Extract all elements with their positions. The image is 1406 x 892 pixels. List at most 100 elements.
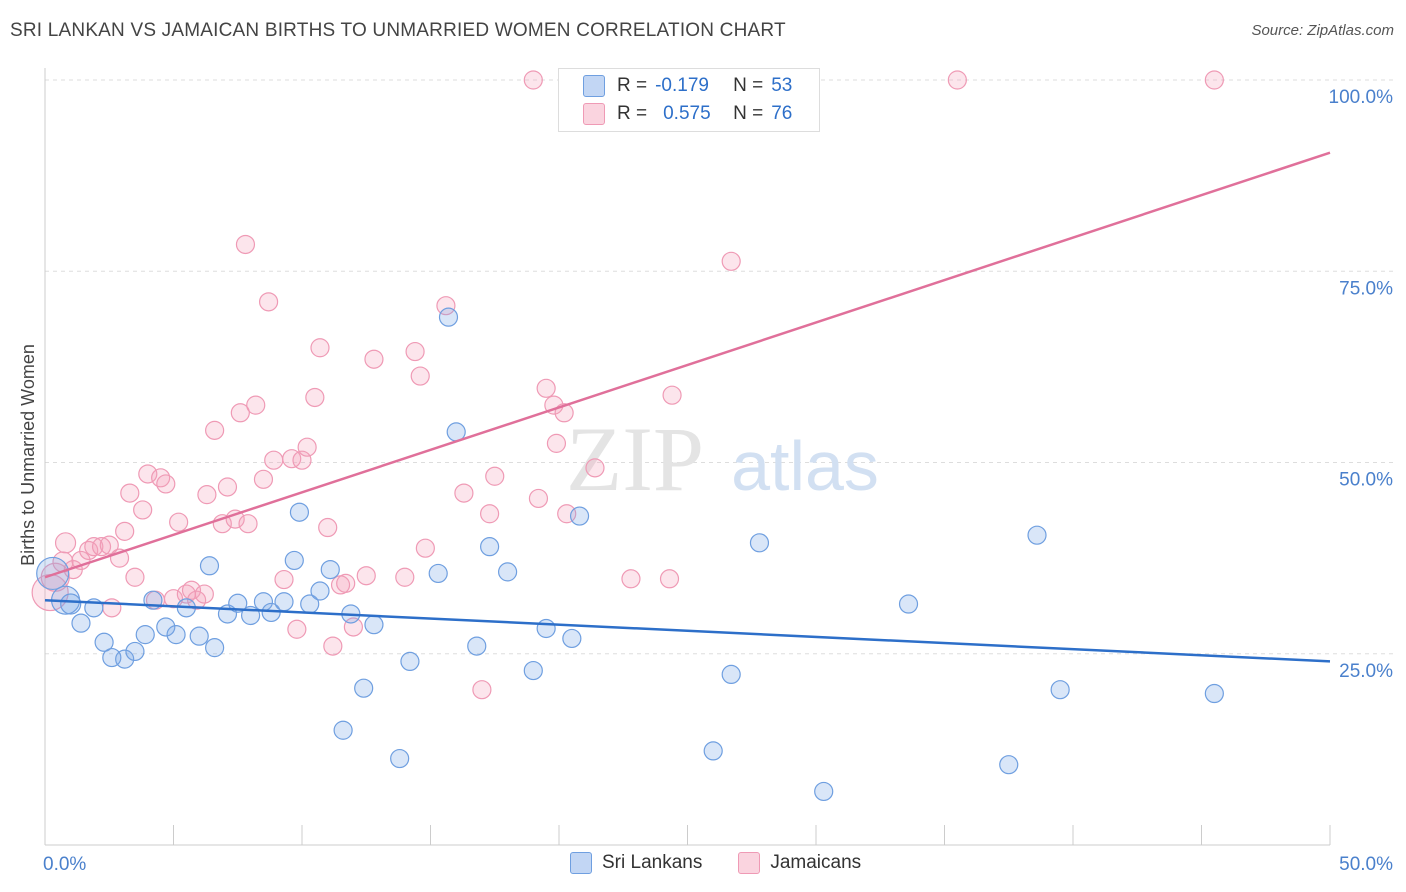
sri-lankan-point-37 xyxy=(467,636,487,656)
sri-lankan-point-43 xyxy=(569,506,590,526)
jamaican-point-21 xyxy=(169,512,189,532)
jamaican-point-55 xyxy=(415,538,435,558)
jamaican-point-19 xyxy=(156,474,176,494)
jamaican-point-6 xyxy=(79,540,99,561)
jamaican-point-69 xyxy=(621,569,641,589)
series-legend: Sri Lankans Jamaicans xyxy=(570,852,861,874)
watermark-atlas: atlas xyxy=(731,427,879,505)
sri-lankan-point-45 xyxy=(721,664,741,685)
jamaican-point-60 xyxy=(485,466,505,486)
sri-lankan-point-42 xyxy=(562,628,582,649)
sri-lankan-point-44 xyxy=(703,741,723,761)
jamaican-point-23 xyxy=(181,580,202,600)
jamaican-point-3 xyxy=(54,532,77,554)
sri-swatch xyxy=(583,75,605,97)
source-label: Source: ZipAtlas.com xyxy=(1251,22,1394,39)
jamaican-point-29 xyxy=(217,477,238,497)
sri-lankan-point-46 xyxy=(749,533,770,553)
legend-jam-swatch xyxy=(738,852,761,874)
legend-item-sri-lankans[interactable]: Sri Lankans xyxy=(570,852,702,874)
sri-lankan-point-16 xyxy=(205,638,225,658)
sri-lankan-point-11 xyxy=(156,617,176,637)
grid-lines xyxy=(45,79,1395,655)
jamaican-point-68 xyxy=(585,458,605,478)
sri-lankan-point-7 xyxy=(115,649,135,669)
jam-stat-row: R = 0.575 N = 76 xyxy=(583,103,792,125)
tick-labels: 25.0% 50.0% 75.0% 100.0% 0.0% 50.0% xyxy=(43,87,1393,875)
y-tick-label-1: 50.0% xyxy=(1339,470,1393,491)
jamaican-point-63 xyxy=(536,378,556,398)
sri-lankan-point-2 xyxy=(60,593,82,615)
jam-r-value: 0.575 xyxy=(663,103,711,124)
jamaican-point-62 xyxy=(528,488,549,509)
sri-lankan-point-8 xyxy=(125,641,145,662)
y-tick-label-3: 100.0% xyxy=(1329,87,1394,108)
jamaican-point-35 xyxy=(253,469,274,489)
jamaican-point-18 xyxy=(151,468,171,488)
jamaican-point-46 xyxy=(323,636,343,656)
jamaican-point-12 xyxy=(115,521,135,541)
jamaican-point-48 xyxy=(336,573,356,593)
jamaican-point-27 xyxy=(205,420,225,440)
sri-lankan-point-41 xyxy=(536,618,556,639)
jamaican-point-42 xyxy=(297,437,317,457)
sri-lankan-point-51 xyxy=(1050,680,1070,700)
jamaican-point-73 xyxy=(947,70,967,90)
sri-lankan-point-38 xyxy=(480,537,500,557)
sri-lankan-point-35 xyxy=(438,307,459,327)
jamaican-point-13 xyxy=(120,483,140,503)
axes xyxy=(44,68,1331,846)
sri-lankan-point-40 xyxy=(523,660,543,681)
sri-lankan-point-26 xyxy=(310,581,330,601)
jamaican-point-51 xyxy=(364,349,384,369)
correlation-legend: R = -0.179 N = 53 R = 0.575 N = 76 xyxy=(558,68,820,132)
trend-lines xyxy=(44,151,1331,663)
jamaican-point-33 xyxy=(238,514,258,534)
y-tick-label-2: 75.0% xyxy=(1339,278,1393,299)
sri-lankan-point-50 xyxy=(1027,525,1047,545)
sri-r-value: -0.179 xyxy=(655,75,709,96)
jamaican-point-74 xyxy=(1204,70,1224,90)
sri-lankan-point-39 xyxy=(498,562,518,582)
jamaican-point-14 xyxy=(125,567,145,587)
sri-lankan-point-47 xyxy=(814,781,834,802)
legend-sri-label: Sri Lankans xyxy=(602,852,703,873)
sri-lankans-points xyxy=(36,307,1224,802)
sri-r-label: R = xyxy=(617,75,648,96)
sri-lankan-point-23 xyxy=(284,550,304,571)
sri-lankans-trend-line xyxy=(44,598,1331,663)
legend-jam-label: Jamaicans xyxy=(770,852,862,873)
jamaican-point-61 xyxy=(523,70,543,90)
legend-sri-swatch xyxy=(570,852,592,874)
y-tick-label-0: 25.0% xyxy=(1339,661,1393,682)
jamaican-point-38 xyxy=(274,569,294,590)
sri-n-value: 53 xyxy=(771,75,793,96)
sri-lankan-point-12 xyxy=(166,625,186,645)
sri-lankan-point-32 xyxy=(390,748,410,769)
jamaican-point-59 xyxy=(480,504,500,524)
chart-title: SRI LANKAN VS JAMAICAN BIRTHS TO UNMARRI… xyxy=(10,20,786,41)
sri-lankan-point-28 xyxy=(333,720,353,740)
sri-lankan-point-24 xyxy=(289,502,310,522)
sri-lankan-point-5 xyxy=(94,632,114,652)
jamaican-point-44 xyxy=(310,338,330,358)
sri-n-label: N = xyxy=(733,75,764,96)
legend-item-jamaicans[interactable]: Jamaicans xyxy=(738,852,861,874)
jam-n-label: N = xyxy=(733,103,764,124)
jamaican-point-31 xyxy=(230,403,250,423)
sri-lankan-point-9 xyxy=(135,625,155,645)
sri-lankan-point-22 xyxy=(274,592,294,612)
jam-r-label: R = xyxy=(617,103,648,124)
jamaican-point-8 xyxy=(91,537,112,557)
jamaican-point-43 xyxy=(305,387,325,408)
jamaican-point-25 xyxy=(194,584,214,604)
jamaican-point-50 xyxy=(356,566,376,586)
jamaican-point-71 xyxy=(662,385,682,405)
jamaican-point-16 xyxy=(138,464,158,484)
jamaican-point-72 xyxy=(721,251,741,271)
jamaican-point-58 xyxy=(472,680,492,700)
jamaican-point-32 xyxy=(235,234,256,255)
jamaicans-trend-line xyxy=(44,151,1331,579)
jamaican-point-37 xyxy=(264,450,284,470)
